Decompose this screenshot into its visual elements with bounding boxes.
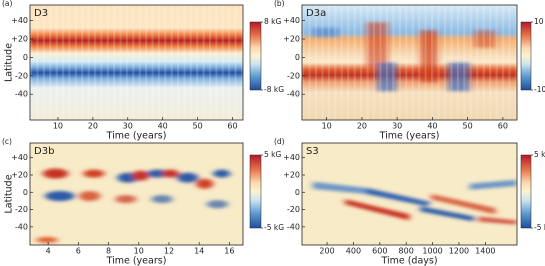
plot-frame [29,4,244,121]
panel-title: D3 [34,8,48,19]
x-tick-label: 600 [372,247,387,256]
x-tick-label: 8 [106,247,111,256]
colorbar [249,154,262,229]
x-tick-label: 10 [53,122,63,131]
heatmap-image [30,5,243,120]
x-tick-label: 40 [427,122,437,131]
colorbar [249,21,262,91]
y-tick-label: +40 [11,16,28,25]
colorbar-tick-label: -8 kG [264,85,284,94]
plot-frame [29,142,244,246]
y-tick-label: +20 [283,35,300,44]
plot-frame [301,142,518,246]
y-tick-label: 0 [295,188,300,197]
colorbar [520,154,532,229]
x-tick-label: 50 [193,122,203,131]
panel-title: D3b [34,146,54,157]
y-tick-label: +40 [283,16,300,25]
x-tick-label: 60 [227,122,237,131]
heatmap-image [30,143,243,245]
x-tick-label: 1400 [475,247,495,256]
panel-title: D3a [306,8,326,19]
plot-frame [301,4,518,121]
y-tick-label: -40 [287,222,300,231]
y-tick-label: -20 [15,71,28,80]
y-tick-label: -20 [287,71,300,80]
x-axis-label: Time (years) [106,131,167,142]
x-tick-label: 200 [319,247,334,256]
colorbar-tick-label: 10 kG [534,17,545,26]
x-tick-label: 1000 [422,247,442,256]
colorbar-tick-label: 5 kG [264,150,281,159]
x-tick-label: 800 [399,247,414,256]
y-axis-label: Latitude [4,43,15,82]
y-tick-label: +20 [283,170,300,179]
y-tick-label: +20 [11,35,28,44]
y-tick-label: 0 [23,188,28,197]
y-axis-label: Latitude [4,174,15,213]
y-tick-label: 0 [295,53,300,62]
x-tick-label: 50 [463,122,473,131]
y-tick-label: -40 [287,90,300,99]
x-axis-label: Time (days) [380,256,437,266]
y-tick-label: -20 [15,205,28,214]
colorbar-tick-label: -5 kG [534,223,545,232]
x-tick-label: 400 [346,247,361,256]
colorbar-tick-label: 8 kG [264,17,281,26]
y-tick-label: -20 [287,205,300,214]
y-tick-label: -40 [15,222,28,231]
x-tick-label: 16 [224,247,234,256]
heatmap-image [302,143,517,245]
colorbar-tick-label: -5 kG [264,223,284,232]
y-tick-label: +40 [283,153,300,162]
y-tick-label: -40 [15,90,28,99]
x-tick-label: 30 [392,122,402,131]
x-tick-label: 20 [88,122,98,131]
y-tick-label: 0 [23,53,28,62]
x-tick-label: 4 [46,247,51,256]
y-tick-label: +40 [11,153,28,162]
x-tick-label: 14 [194,247,204,256]
panel-label: (a) [2,0,13,8]
panel-title: S3 [306,146,319,157]
x-tick-label: 60 [498,122,508,131]
x-tick-label: 40 [158,122,168,131]
x-tick-label: 6 [76,247,81,256]
x-tick-label: 20 [357,122,367,131]
heatmap-image [302,5,517,120]
colorbar-tick-label: 5 kG [534,150,545,159]
x-tick-label: 30 [123,122,133,131]
panel-label: (c) [2,137,12,146]
x-axis-label: Time (years) [379,131,440,142]
x-tick-label: 10 [322,122,332,131]
y-tick-label: +20 [11,170,28,179]
panel-label: (b) [274,0,285,8]
colorbar-tick-label: -10 kG [534,85,545,94]
colorbar [520,21,532,91]
panel-label: (d) [274,137,285,146]
x-tick-label: 10 [134,247,144,256]
x-axis-label: Time (years) [106,256,167,266]
x-tick-label: 12 [164,247,174,256]
x-tick-label: 1200 [449,247,469,256]
